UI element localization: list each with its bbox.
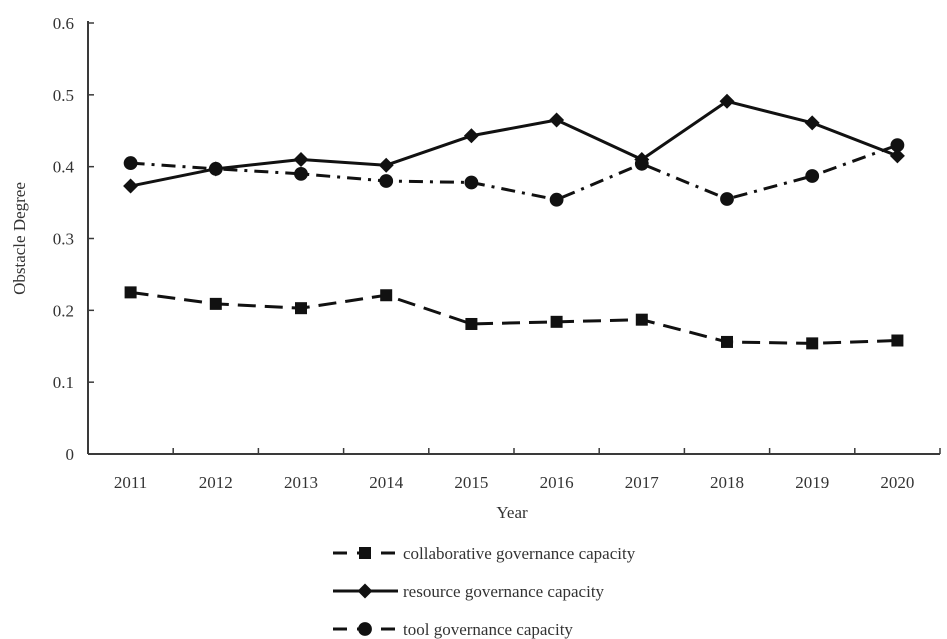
- x-axis-ticks: 2011 2012 2013 2014 2015 2016 2017 2018 2019 2020: [114, 448, 941, 492]
- x-tick-label: 2015: [454, 473, 488, 492]
- y-tick-label: 0.5: [53, 86, 74, 105]
- data-point: [379, 174, 394, 188]
- y-tick-label: 0.1: [53, 373, 74, 392]
- data-point: [550, 315, 563, 328]
- data-point: [380, 289, 393, 302]
- plot-area: 0 0.1 0.2 0.3 0.4 0.5 0.6 2011 2012 2013 2014 2015…: [53, 14, 941, 492]
- series-line-tool-governance-capacity: [130, 143, 898, 202]
- series-layer: [123, 93, 905, 350]
- series-resource-governance-capacity: [123, 93, 905, 194]
- legend-label-tool: tool governance capacity: [403, 620, 573, 639]
- series-line-collaborative-governance-capacity: [130, 290, 898, 345]
- data-point: [295, 302, 307, 315]
- data-point: [209, 297, 222, 310]
- legend-item-resource: resource governance capacity: [333, 582, 605, 601]
- x-tick-label: 2016: [540, 473, 574, 492]
- data-point: [719, 93, 735, 109]
- data-point: [549, 192, 564, 207]
- data-point: [293, 151, 309, 167]
- x-tick-label: 2011: [114, 473, 147, 492]
- data-point: [806, 337, 819, 350]
- data-point: [463, 128, 479, 144]
- data-point: [465, 317, 478, 330]
- data-point: [890, 138, 905, 153]
- y-tick-label: 0.3: [53, 230, 74, 249]
- legend: collaborative governance capacity resour…: [333, 544, 636, 639]
- series-tool-governance-capacity: [123, 138, 905, 207]
- x-tick-label: 2019: [795, 473, 829, 492]
- data-point: [208, 161, 223, 176]
- data-point: [123, 178, 139, 194]
- data-point: [634, 156, 649, 171]
- data-point: [804, 115, 820, 131]
- data-point: [294, 166, 308, 181]
- x-tick-label: 2020: [880, 473, 914, 492]
- y-tick-label: 0.2: [53, 301, 74, 320]
- legend-label-collaborative: collaborative governance capacity: [403, 544, 636, 563]
- data-point: [378, 157, 394, 173]
- legend-label-resource: resource governance capacity: [403, 582, 605, 601]
- data-point: [124, 286, 137, 299]
- data-point: [549, 112, 565, 128]
- x-tick-label: 2018: [710, 473, 744, 492]
- legend-item-tool: tool governance capacity: [333, 620, 573, 639]
- y-tick-label: 0.4: [53, 158, 75, 177]
- y-axis-ticks: 0 0.1 0.2 0.3 0.4 0.5 0.6: [53, 14, 94, 464]
- x-tick-label: 2012: [199, 473, 233, 492]
- x-tick-label: 2013: [284, 473, 318, 492]
- x-tick-label: 2017: [625, 473, 660, 492]
- legend-marker: [357, 583, 373, 599]
- x-axis-title: Year: [496, 503, 528, 522]
- data-point: [891, 334, 904, 347]
- y-tick-label: 0: [66, 445, 75, 464]
- legend-item-collaborative: collaborative governance capacity: [333, 544, 636, 563]
- data-point: [889, 148, 905, 164]
- series-line-resource-governance-capacity: [130, 99, 898, 188]
- x-tick-label: 2014: [369, 473, 404, 492]
- data-point: [464, 175, 479, 190]
- series-collaborative-governance-capacity: [124, 286, 904, 350]
- legend-marker: [359, 547, 371, 559]
- data-point: [123, 156, 138, 170]
- data-point: [805, 169, 820, 183]
- data-point: [720, 192, 734, 206]
- y-axis-title: Obstacle Degree: [10, 182, 29, 295]
- data-point: [635, 313, 648, 326]
- data-point: [721, 335, 733, 348]
- y-tick-label: 0.6: [53, 14, 74, 33]
- legend-marker: [358, 622, 372, 636]
